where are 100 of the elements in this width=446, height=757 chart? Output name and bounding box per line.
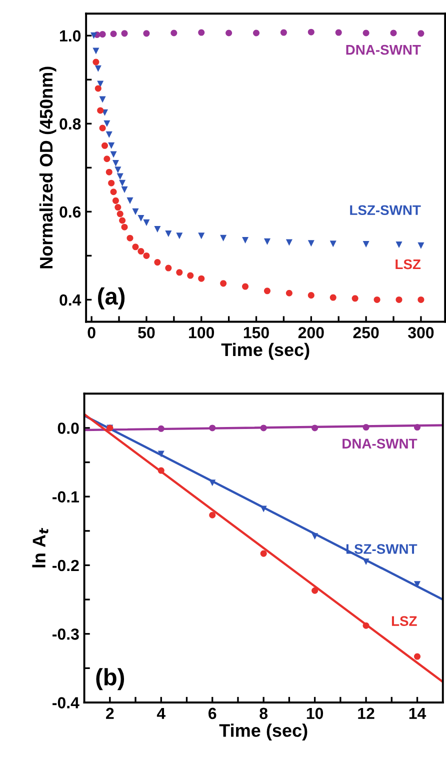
point bbox=[106, 131, 112, 138]
point bbox=[198, 232, 205, 240]
y-tick-label: 0.6 bbox=[60, 206, 81, 218]
x-axis-title: Time (sec) bbox=[221, 342, 310, 360]
point bbox=[114, 166, 122, 174]
point bbox=[253, 30, 260, 36]
point bbox=[99, 31, 106, 38]
point bbox=[143, 30, 150, 37]
point bbox=[92, 48, 100, 54]
point bbox=[418, 242, 424, 249]
point bbox=[312, 533, 318, 540]
point bbox=[138, 215, 144, 222]
point bbox=[330, 294, 336, 301]
point bbox=[106, 168, 112, 176]
point bbox=[112, 160, 119, 167]
point bbox=[280, 29, 287, 36]
point bbox=[154, 259, 161, 266]
y-axis-title: ln A$_{t}$ bbox=[32, 528, 48, 568]
x-tick-label: 0 bbox=[88, 327, 96, 338]
point bbox=[176, 269, 183, 276]
y-tick-label: 0.0 bbox=[58, 422, 79, 434]
point bbox=[116, 210, 124, 218]
point bbox=[242, 283, 249, 290]
point bbox=[108, 180, 115, 186]
point bbox=[104, 156, 110, 162]
point bbox=[94, 65, 102, 72]
point bbox=[121, 30, 128, 37]
point bbox=[110, 30, 117, 38]
point bbox=[362, 622, 370, 629]
point bbox=[198, 29, 205, 36]
point bbox=[90, 32, 98, 39]
point bbox=[362, 241, 370, 248]
point bbox=[390, 30, 397, 36]
point bbox=[165, 230, 172, 237]
x-tick-label: 150 bbox=[244, 327, 269, 338]
point bbox=[226, 30, 232, 36]
point bbox=[108, 142, 115, 149]
y-tick-label: 0.4 bbox=[60, 294, 82, 306]
point bbox=[99, 96, 106, 103]
point bbox=[312, 587, 318, 594]
x-tick-label: 14 bbox=[409, 708, 426, 719]
y-tick-label: 0.8 bbox=[60, 118, 81, 130]
point bbox=[114, 204, 122, 211]
y-tick-label: -0.2 bbox=[52, 560, 79, 572]
point bbox=[97, 107, 104, 114]
point bbox=[220, 234, 227, 242]
point bbox=[308, 28, 314, 36]
point bbox=[362, 30, 370, 36]
series-label: DNA-SWNT bbox=[342, 438, 418, 449]
point bbox=[362, 424, 370, 431]
point bbox=[352, 295, 358, 302]
point bbox=[126, 234, 134, 242]
point bbox=[92, 58, 100, 66]
point bbox=[312, 424, 318, 432]
y-tick-label: -0.3 bbox=[52, 628, 79, 640]
point bbox=[308, 240, 314, 247]
point bbox=[374, 296, 380, 303]
point bbox=[138, 248, 144, 255]
point bbox=[418, 30, 424, 37]
point bbox=[99, 124, 106, 132]
point bbox=[110, 151, 117, 158]
point bbox=[158, 425, 164, 432]
point bbox=[260, 424, 267, 432]
point bbox=[112, 197, 119, 204]
x-tick-label: 100 bbox=[189, 327, 214, 338]
x-tick-label: 6 bbox=[208, 708, 216, 720]
point bbox=[119, 217, 126, 224]
point bbox=[414, 424, 421, 431]
point bbox=[121, 186, 128, 193]
point bbox=[104, 120, 110, 127]
x-tick-label: 10 bbox=[306, 708, 324, 720]
point bbox=[414, 581, 421, 588]
point bbox=[121, 224, 128, 230]
point bbox=[176, 232, 183, 240]
point bbox=[264, 288, 270, 294]
annotation: (a) bbox=[98, 287, 125, 310]
point bbox=[220, 280, 227, 287]
point bbox=[143, 252, 150, 259]
point bbox=[260, 506, 267, 512]
point bbox=[396, 296, 402, 303]
point bbox=[126, 197, 134, 204]
point bbox=[308, 292, 314, 299]
point bbox=[132, 208, 139, 215]
point bbox=[414, 653, 421, 660]
x-tick-label: 4 bbox=[156, 708, 166, 719]
x-tick-label: 2 bbox=[106, 708, 114, 719]
x-tick-label: 8 bbox=[260, 708, 268, 720]
point bbox=[110, 188, 117, 196]
y-axis-title: Normalized OD (450nm) bbox=[39, 66, 56, 268]
point bbox=[209, 512, 216, 518]
point bbox=[119, 180, 126, 186]
y-tick-label: 1.0 bbox=[60, 30, 81, 42]
series-label: LSZ bbox=[396, 259, 421, 270]
x-tick-label: 50 bbox=[138, 327, 155, 338]
point bbox=[187, 272, 194, 279]
point bbox=[198, 275, 205, 282]
point bbox=[330, 240, 336, 248]
point bbox=[209, 424, 216, 432]
point bbox=[362, 558, 370, 566]
point bbox=[143, 219, 150, 226]
